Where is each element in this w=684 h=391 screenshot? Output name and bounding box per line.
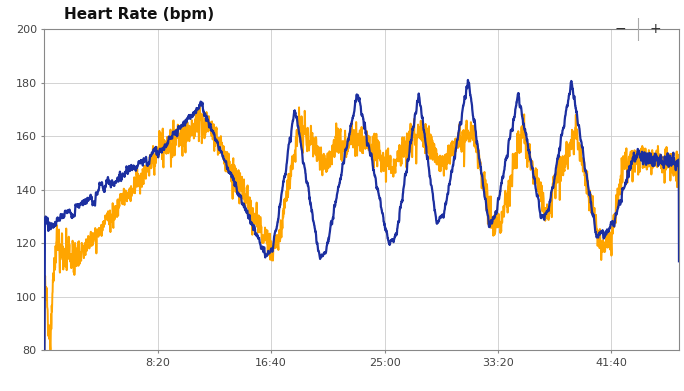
Text: Heart Rate (bpm): Heart Rate (bpm) [64, 7, 215, 22]
Text: +: + [650, 22, 661, 36]
Text: −: − [614, 22, 626, 36]
Text: ✦: ✦ [14, 9, 23, 19]
Text: ▾: ▾ [36, 9, 41, 19]
